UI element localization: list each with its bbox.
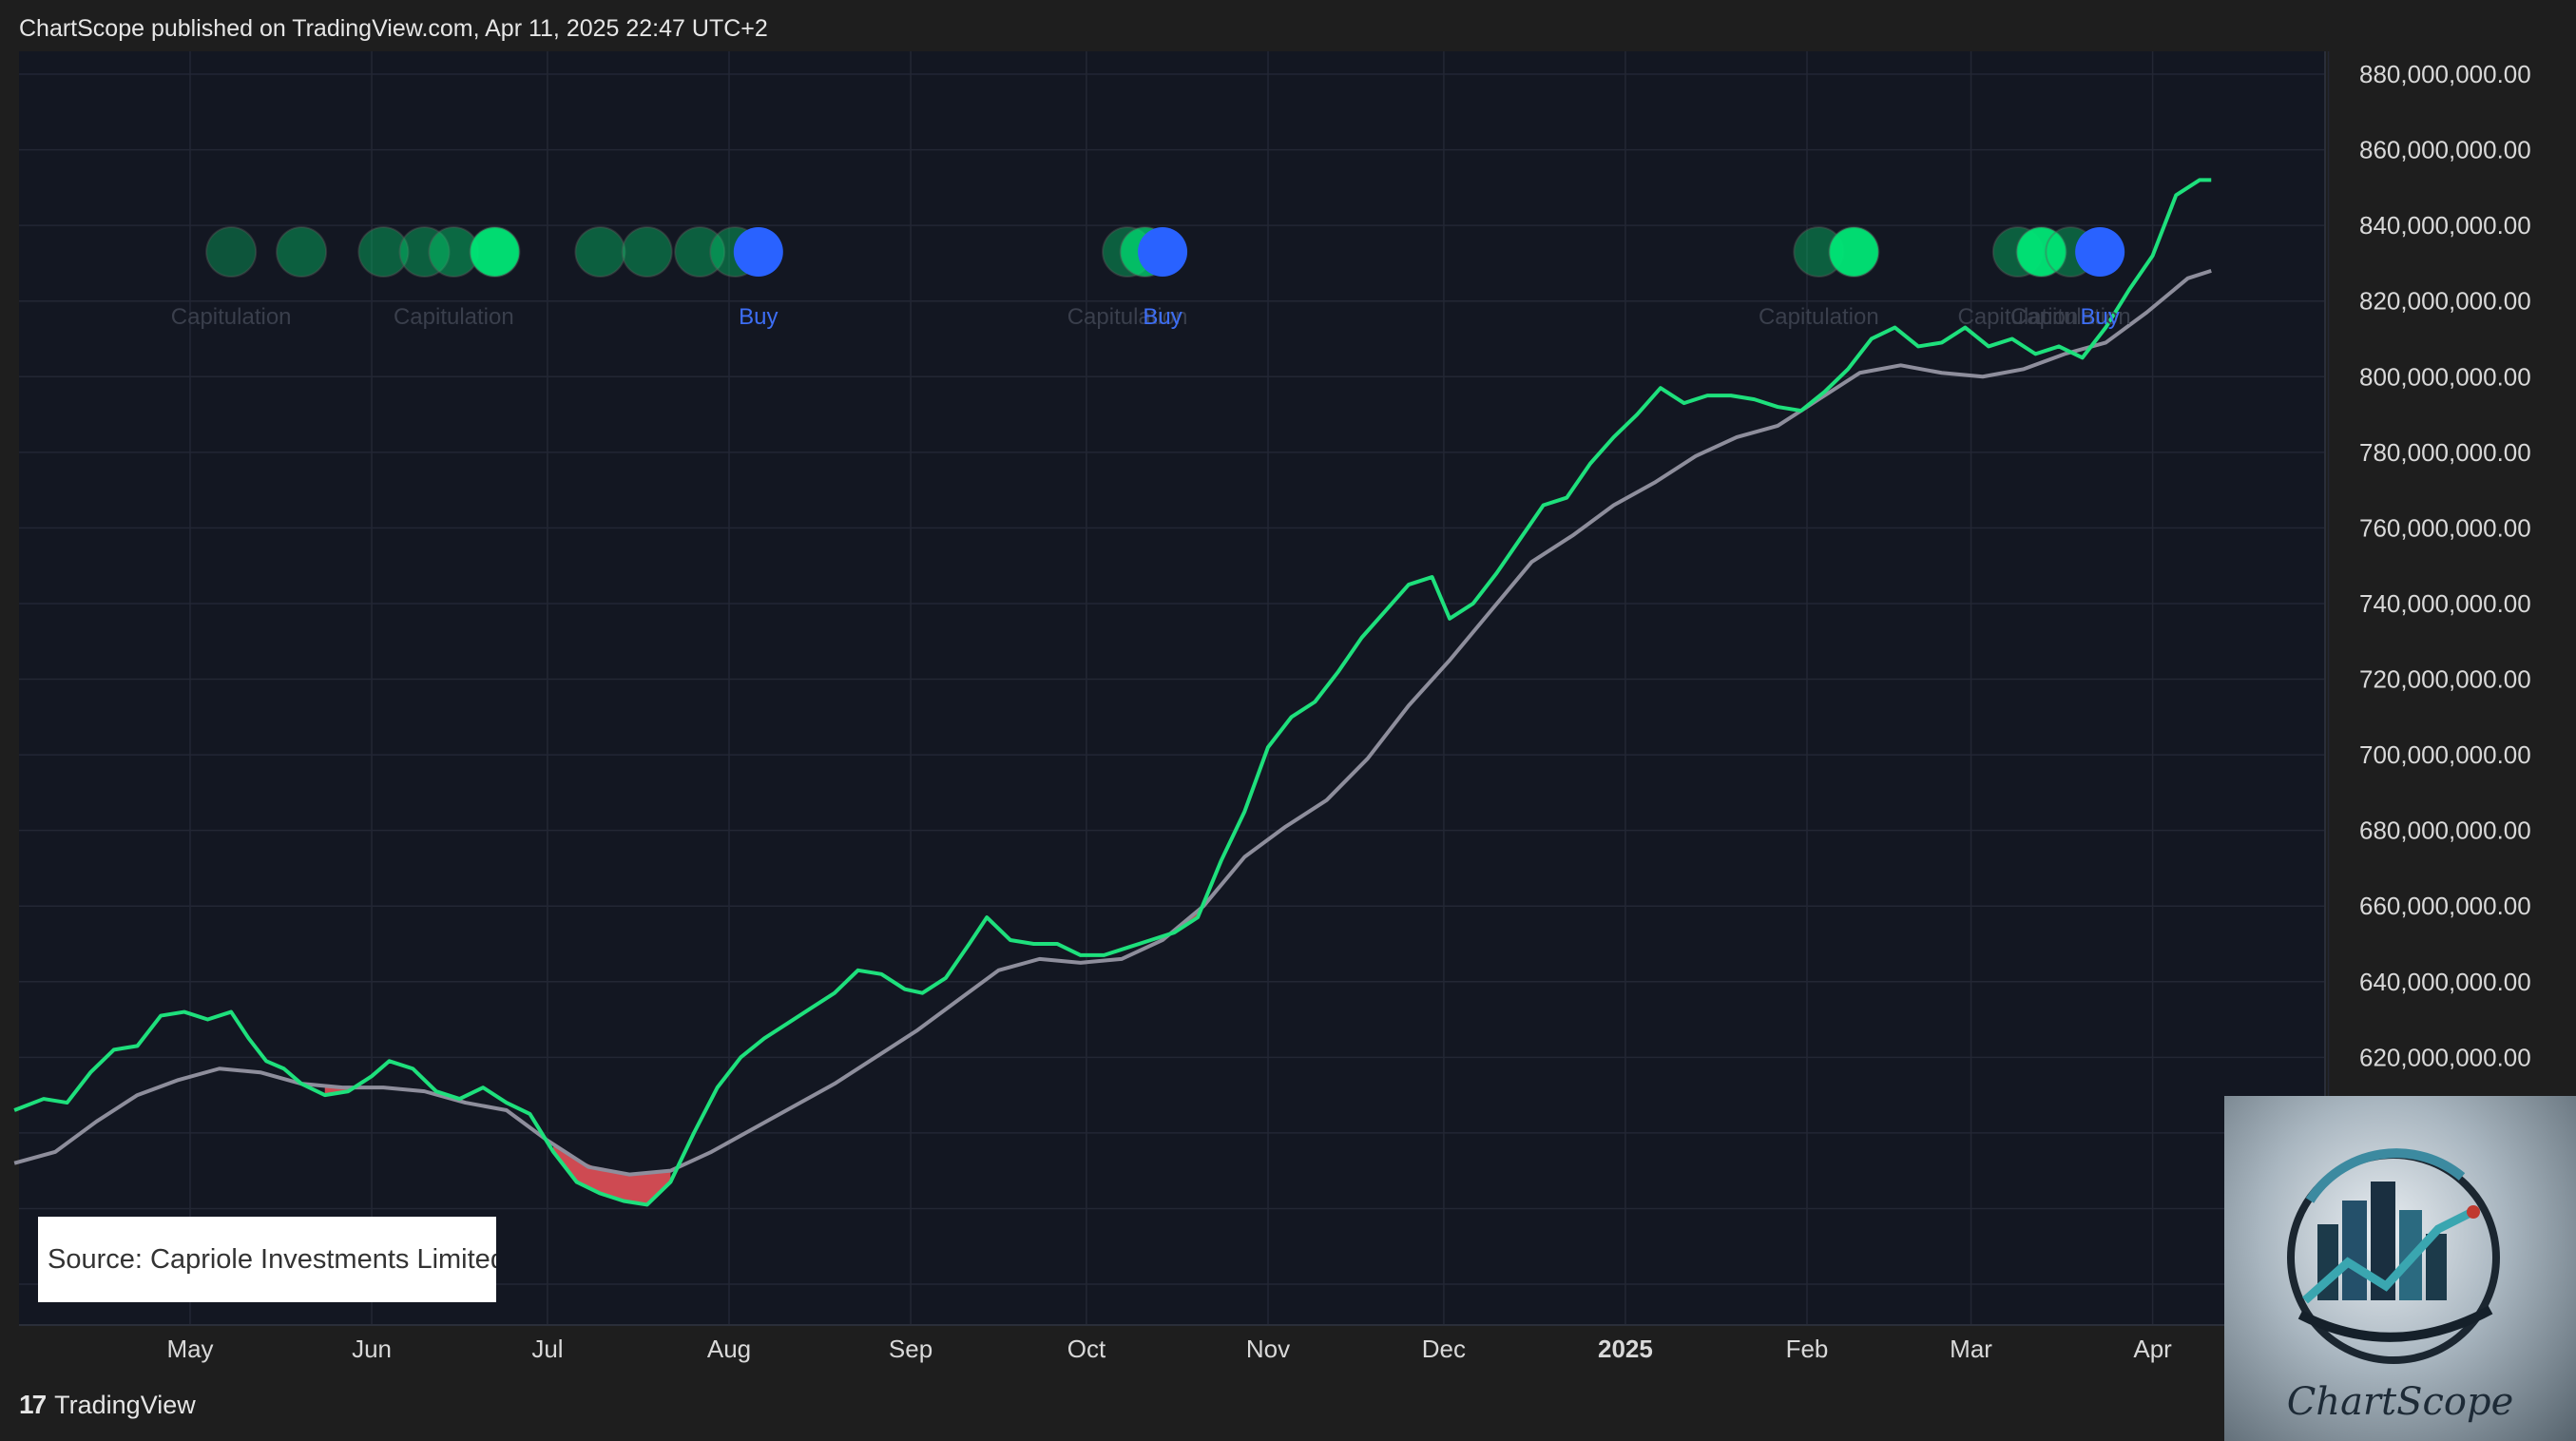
buy-signal-marker bbox=[2075, 226, 2125, 277]
capitulation-signal-marker bbox=[205, 225, 258, 278]
x-tick-label: Mar bbox=[1950, 1335, 1992, 1363]
x-tick-label: May bbox=[166, 1335, 213, 1363]
capitulation-signal-label: Capitulation bbox=[394, 304, 514, 330]
buy-signal-label: Buy bbox=[2080, 304, 2119, 330]
x-tick-label: Apr bbox=[2133, 1335, 2172, 1363]
capitulation-signal-label: Capitulation bbox=[1067, 304, 1188, 330]
x-tick-label: Sep bbox=[889, 1335, 932, 1363]
x-tick-label: Dec bbox=[1422, 1335, 1466, 1363]
logo-base bbox=[2297, 1305, 2493, 1342]
y-tick-label: 620,000,000.00 bbox=[2359, 1043, 2531, 1071]
x-tick-label: Jul bbox=[531, 1335, 563, 1363]
x-tick-label: Aug bbox=[707, 1335, 751, 1363]
capitulation-signal-marker bbox=[1828, 225, 1880, 278]
capitulation-signal-label: Capitulation bbox=[1759, 304, 1879, 330]
grid-lines bbox=[19, 51, 2330, 1326]
capitulation-signal-marker bbox=[276, 225, 328, 278]
buy-signal-label: Buy bbox=[1143, 304, 1182, 330]
y-tick-label: 760,000,000.00 bbox=[2359, 513, 2531, 542]
logo-building bbox=[2342, 1201, 2367, 1300]
capitulation-signal-marker bbox=[574, 225, 626, 278]
tradingview-brand[interactable]: 17 TradingView bbox=[19, 1390, 196, 1420]
y-tick-label: 880,000,000.00 bbox=[2359, 60, 2531, 88]
x-tick-label: Nov bbox=[1246, 1335, 1290, 1363]
y-tick-label: 660,000,000.00 bbox=[2359, 892, 2531, 920]
y-tick-label: 640,000,000.00 bbox=[2359, 968, 2531, 996]
capitulation-signal-marker bbox=[621, 225, 673, 278]
capitulation-signal-marker bbox=[2015, 225, 2067, 278]
y-tick-label: 820,000,000.00 bbox=[2359, 287, 2531, 316]
logo-arrow-tip bbox=[2467, 1205, 2480, 1219]
y-tick-label: 860,000,000.00 bbox=[2359, 136, 2531, 164]
y-tick-label: 740,000,000.00 bbox=[2359, 589, 2531, 618]
capitulation-signal-marker bbox=[398, 225, 451, 278]
tradingview-logo-icon: 17 bbox=[19, 1390, 47, 1419]
y-tick-label: 800,000,000.00 bbox=[2359, 362, 2531, 391]
chartscope-logo: ChartScope bbox=[2224, 1096, 2576, 1441]
y-tick-label: 680,000,000.00 bbox=[2359, 817, 2531, 845]
logo-ring-highlight bbox=[2305, 1148, 2466, 1203]
y-tick-label: 720,000,000.00 bbox=[2359, 665, 2531, 694]
buy-signal-label: Buy bbox=[739, 304, 778, 330]
logo-building bbox=[2426, 1234, 2447, 1300]
y-tick-label: 700,000,000.00 bbox=[2359, 740, 2531, 769]
source-note: Source: Capriole Investments Limited bbox=[38, 1217, 496, 1302]
buy-signal-marker bbox=[733, 226, 783, 277]
price-line bbox=[13, 178, 2212, 1207]
y-tick-label: 780,000,000.00 bbox=[2359, 438, 2531, 467]
capitulation-signal-label: Capitulation bbox=[171, 304, 292, 330]
x-tick-label: Feb bbox=[1786, 1335, 1829, 1363]
average-line bbox=[13, 268, 2212, 1177]
capitulation-signal-marker bbox=[674, 225, 726, 278]
x-axis: MayJunJulAugSepOctNovDec2025FebMarAprMay bbox=[166, 1335, 2352, 1363]
capitulation-signal-marker bbox=[469, 225, 521, 278]
signal-markers: Capitulation Capitulation Buy CapitulationB… bbox=[171, 225, 2131, 330]
x-tick-label: Oct bbox=[1067, 1335, 1106, 1363]
buy-signal-marker bbox=[1138, 226, 1188, 277]
negative-fill bbox=[553, 1143, 671, 1205]
x-tick-label: Jun bbox=[352, 1335, 392, 1363]
capitulation-signal-label: Capitulation bbox=[2010, 304, 2131, 330]
capitulation-signal-marker bbox=[357, 225, 410, 278]
x-tick-label: 2025 bbox=[1598, 1335, 1653, 1363]
logo-arrow bbox=[2302, 1205, 2479, 1304]
series-lines bbox=[13, 178, 2212, 1207]
capitulation-signal-label: Capitulation bbox=[1957, 304, 2078, 330]
y-tick-label: 840,000,000.00 bbox=[2359, 211, 2531, 240]
header-text: ChartScope published on TradingView.com,… bbox=[19, 15, 768, 42]
watermark-name: ChartScope bbox=[2286, 1380, 2514, 1424]
tradingview-brand-label: TradingView bbox=[54, 1390, 196, 1419]
